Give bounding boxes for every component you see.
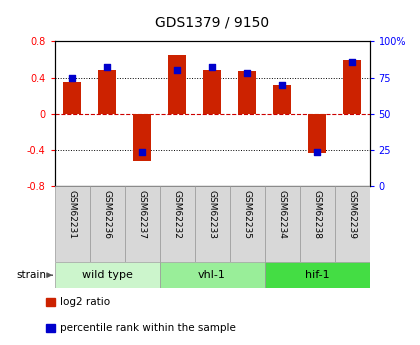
Bar (335, 186, 370, 262)
Point (104, 65, 110, 70)
Text: GSM62232: GSM62232 (173, 190, 181, 239)
Point (279, 82, 286, 88)
Point (209, 65, 215, 70)
Text: GSM62231: GSM62231 (68, 190, 76, 239)
Bar (265, 186, 299, 262)
Text: GSM62237: GSM62237 (138, 190, 147, 239)
Bar (203, 70, 221, 114)
Bar (194, 186, 230, 262)
Bar (273, 85, 291, 114)
Bar (134, 114, 151, 161)
Point (69, 75, 76, 80)
Text: vhl-1: vhl-1 (198, 270, 226, 280)
Bar (63, 82, 81, 114)
Bar (344, 59, 361, 114)
Bar (299, 186, 335, 262)
Bar (308, 114, 326, 153)
Text: hif-1: hif-1 (305, 270, 329, 280)
Text: percentile rank within the sample: percentile rank within the sample (60, 323, 236, 333)
Bar (98, 70, 116, 114)
Point (244, 70, 250, 76)
Bar (89, 186, 125, 262)
Point (349, 59, 355, 65)
Bar (230, 186, 265, 262)
Text: wild type: wild type (81, 270, 133, 280)
Text: GSM62234: GSM62234 (278, 190, 286, 239)
Text: GSM62236: GSM62236 (102, 190, 112, 239)
Bar (160, 186, 194, 262)
Text: GSM62235: GSM62235 (243, 190, 252, 239)
Bar (239, 71, 256, 114)
Text: strain: strain (16, 270, 46, 280)
Bar (168, 55, 186, 114)
Bar (55, 262, 160, 288)
Point (139, 149, 145, 154)
Point (174, 68, 181, 73)
Bar (160, 262, 265, 288)
Text: GSM62238: GSM62238 (312, 190, 322, 239)
Point (314, 149, 320, 154)
Text: log2 ratio: log2 ratio (60, 297, 110, 307)
Bar (55, 186, 89, 262)
Text: GDS1379 / 9150: GDS1379 / 9150 (155, 16, 269, 30)
Bar (125, 186, 160, 262)
Text: GSM62233: GSM62233 (207, 190, 217, 239)
Text: GSM62239: GSM62239 (348, 190, 357, 239)
Bar (265, 262, 370, 288)
